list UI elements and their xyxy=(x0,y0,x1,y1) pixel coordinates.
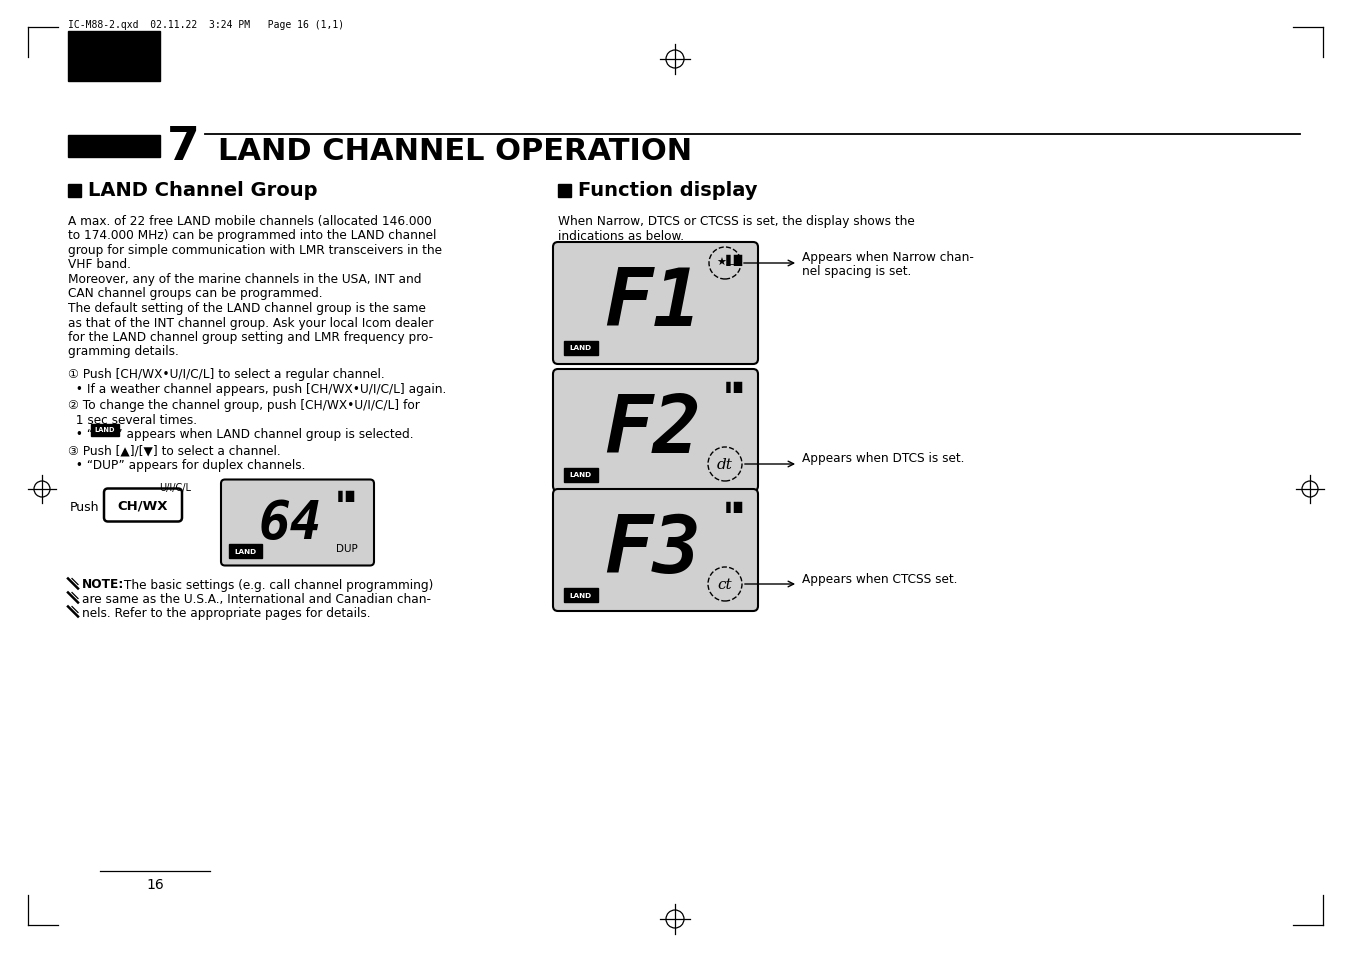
Text: F2: F2 xyxy=(604,392,701,470)
Text: gramming details.: gramming details. xyxy=(68,345,178,358)
Text: Function display: Function display xyxy=(578,181,758,200)
Text: IC-M88-2.qxd  02.11.22  3:24 PM   Page 16 (1,1): IC-M88-2.qxd 02.11.22 3:24 PM Page 16 (1… xyxy=(68,20,345,30)
Text: as that of the INT channel group. Ask your local Icom dealer: as that of the INT channel group. Ask yo… xyxy=(68,316,434,329)
Text: CAN channel groups can be programmed.: CAN channel groups can be programmed. xyxy=(68,287,323,300)
Text: • “DUP” appears for duplex channels.: • “DUP” appears for duplex channels. xyxy=(68,458,305,472)
Text: 64: 64 xyxy=(258,497,322,549)
Text: F3: F3 xyxy=(604,512,701,589)
Text: 1 sec several times.: 1 sec several times. xyxy=(68,413,197,426)
Bar xyxy=(558,185,571,198)
Text: VHF band.: VHF band. xyxy=(68,258,131,272)
Text: ▐▐▌: ▐▐▌ xyxy=(723,381,747,393)
Text: ② To change the channel group, push [CH/WX•U/I/C/L] for: ② To change the channel group, push [CH/… xyxy=(68,398,420,412)
Text: ▐▐▌: ▐▐▌ xyxy=(334,491,359,501)
Text: Moreover, any of the marine channels in the USA, INT and: Moreover, any of the marine channels in … xyxy=(68,273,422,286)
FancyBboxPatch shape xyxy=(222,480,374,566)
Text: ① Push [CH/WX•U/I/C/L] to select a regular channel.: ① Push [CH/WX•U/I/C/L] to select a regul… xyxy=(68,368,385,380)
Bar xyxy=(68,185,81,198)
Text: Appears when DTCS is set.: Appears when DTCS is set. xyxy=(802,452,965,465)
Text: When Narrow, DTCS or CTCSS is set, the display shows the: When Narrow, DTCS or CTCSS is set, the d… xyxy=(558,214,915,228)
Text: The default setting of the LAND channel group is the same: The default setting of the LAND channel … xyxy=(68,302,426,314)
Text: ▐▐▌: ▐▐▌ xyxy=(723,254,747,265)
Text: —: — xyxy=(725,258,735,269)
Text: nels. Refer to the appropriate pages for details.: nels. Refer to the appropriate pages for… xyxy=(82,607,370,619)
Text: LAND: LAND xyxy=(569,345,592,351)
Text: nel spacing is set.: nel spacing is set. xyxy=(802,265,912,278)
FancyBboxPatch shape xyxy=(563,588,597,602)
Bar xyxy=(68,32,159,82)
Text: LAND CHANNEL OPERATION: LAND CHANNEL OPERATION xyxy=(218,136,692,165)
FancyBboxPatch shape xyxy=(553,370,758,492)
Bar xyxy=(68,136,159,158)
Text: Appears when Narrow chan-: Appears when Narrow chan- xyxy=(802,252,974,264)
Text: • If a weather channel appears, push [CH/WX•U/I/C/L] again.: • If a weather channel appears, push [CH… xyxy=(68,382,446,395)
FancyBboxPatch shape xyxy=(104,489,182,522)
Text: to 174.000 MHz) can be programmed into the LAND channel: to 174.000 MHz) can be programmed into t… xyxy=(68,230,436,242)
Text: Appears when CTCSS set.: Appears when CTCSS set. xyxy=(802,572,958,585)
Text: ▐▐▌: ▐▐▌ xyxy=(723,501,747,512)
Text: NOTE:: NOTE: xyxy=(82,578,124,591)
Text: The basic settings (e.g. call channel programming): The basic settings (e.g. call channel pr… xyxy=(120,578,434,591)
Text: group for simple communication with LMR transceivers in the: group for simple communication with LMR … xyxy=(68,244,442,256)
Text: are same as the U.S.A., International and Canadian chan-: are same as the U.S.A., International an… xyxy=(82,593,431,605)
FancyBboxPatch shape xyxy=(563,341,597,355)
Text: for the LAND channel group setting and LMR frequency pro-: for the LAND channel group setting and L… xyxy=(68,331,434,344)
Text: 7: 7 xyxy=(166,126,200,171)
Text: U/I/C/L: U/I/C/L xyxy=(159,483,190,493)
Text: LAND: LAND xyxy=(234,548,257,555)
Text: CH/WX: CH/WX xyxy=(118,499,169,513)
Text: 16: 16 xyxy=(146,877,163,891)
Text: ★: ★ xyxy=(716,257,725,268)
Text: LAND Channel Group: LAND Channel Group xyxy=(88,181,317,200)
FancyBboxPatch shape xyxy=(228,544,262,558)
Text: ct: ct xyxy=(717,578,732,592)
Text: LAND: LAND xyxy=(95,427,115,433)
Bar xyxy=(68,129,159,135)
Text: LAND: LAND xyxy=(569,472,592,478)
Text: ③ Push [▲]/[▼] to select a channel.: ③ Push [▲]/[▼] to select a channel. xyxy=(68,444,281,457)
Text: dt: dt xyxy=(717,457,734,472)
Text: DUP: DUP xyxy=(336,544,358,554)
Text: F1: F1 xyxy=(604,265,701,343)
Text: LAND: LAND xyxy=(569,592,592,598)
FancyBboxPatch shape xyxy=(91,424,119,436)
FancyBboxPatch shape xyxy=(553,243,758,365)
FancyBboxPatch shape xyxy=(553,490,758,612)
FancyBboxPatch shape xyxy=(563,468,597,482)
Text: A max. of 22 free LAND mobile channels (allocated 146.000: A max. of 22 free LAND mobile channels (… xyxy=(68,214,432,228)
Text: • “      ” appears when LAND channel group is selected.: • “ ” appears when LAND channel group is… xyxy=(68,428,413,440)
Text: Push: Push xyxy=(70,500,100,514)
Text: indications as below.: indications as below. xyxy=(558,230,684,242)
